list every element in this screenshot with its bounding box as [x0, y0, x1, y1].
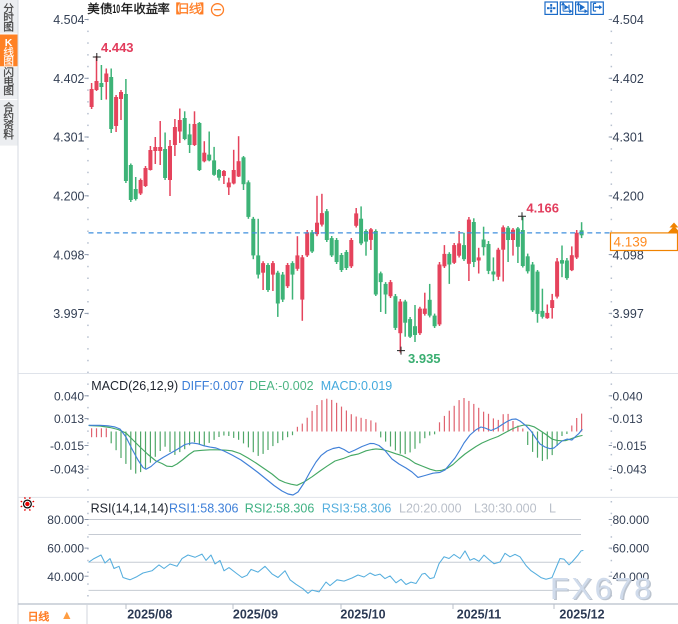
svg-text:2025/08: 2025/08 [127, 608, 172, 622]
svg-text:60.000: 60.000 [613, 542, 650, 556]
svg-text:RSI2:58.306: RSI2:58.306 [245, 502, 315, 516]
svg-text:4.301: 4.301 [613, 131, 644, 145]
svg-text:-0.015: -0.015 [50, 439, 84, 453]
svg-text:MACD(26,12,9): MACD(26,12,9) [91, 379, 178, 393]
svg-text:60.000: 60.000 [47, 542, 84, 556]
svg-text:2025/10: 2025/10 [340, 608, 385, 622]
svg-text:4.504: 4.504 [613, 13, 644, 27]
svg-text:10: 10 [112, 2, 120, 16]
svg-text:FX678: FX678 [550, 571, 654, 606]
svg-text:-0.043: -0.043 [50, 463, 84, 477]
svg-text:L30:30.000: L30:30.000 [474, 502, 537, 516]
svg-text:DIFF:0.007: DIFF:0.007 [182, 379, 245, 393]
svg-text:-0.015: -0.015 [613, 439, 647, 453]
svg-text:4.200: 4.200 [53, 190, 84, 204]
svg-text:DEA:-0.002: DEA:-0.002 [249, 379, 314, 393]
svg-text:RSI3:58.306: RSI3:58.306 [322, 502, 392, 516]
svg-text:4.166: 4.166 [526, 201, 559, 216]
svg-text:0.040: 0.040 [54, 389, 84, 403]
svg-text:40.000: 40.000 [47, 570, 84, 584]
svg-text:L: L [549, 502, 556, 516]
svg-text:L20:20.000: L20:20.000 [399, 502, 462, 516]
svg-text:4.402: 4.402 [53, 72, 84, 86]
svg-text:0.013: 0.013 [613, 412, 643, 426]
svg-text:4.098: 4.098 [613, 248, 644, 262]
svg-text:3.935: 3.935 [408, 351, 441, 366]
svg-text:4.443: 4.443 [101, 40, 134, 55]
svg-text:4.139: 4.139 [614, 235, 648, 250]
svg-text:FX678: FX678 [552, 572, 656, 607]
svg-text:80.000: 80.000 [613, 513, 650, 527]
svg-text:80.000: 80.000 [47, 513, 84, 527]
svg-text:4.301: 4.301 [53, 131, 84, 145]
svg-text:4.504: 4.504 [53, 13, 84, 27]
svg-text:RSI1:58.306: RSI1:58.306 [169, 502, 239, 516]
svg-text:3.997: 3.997 [53, 307, 84, 321]
svg-text:RSI(14,14,14): RSI(14,14,14) [91, 502, 169, 516]
svg-text:4.098: 4.098 [53, 248, 84, 262]
svg-text:4.200: 4.200 [613, 190, 644, 204]
svg-text:3.997: 3.997 [613, 307, 644, 321]
svg-text:2025/12: 2025/12 [559, 608, 604, 622]
svg-text:MACD:0.019: MACD:0.019 [321, 379, 393, 393]
svg-text:40.000: 40.000 [613, 570, 650, 584]
svg-text:K: K [5, 37, 13, 49]
svg-text:-0.043: -0.043 [613, 463, 647, 477]
svg-text:4.402: 4.402 [613, 72, 644, 86]
svg-text:2025/11: 2025/11 [457, 608, 502, 622]
svg-text:0.013: 0.013 [54, 412, 84, 426]
svg-text:0.040: 0.040 [613, 389, 643, 403]
svg-text:2025/09: 2025/09 [233, 608, 278, 622]
